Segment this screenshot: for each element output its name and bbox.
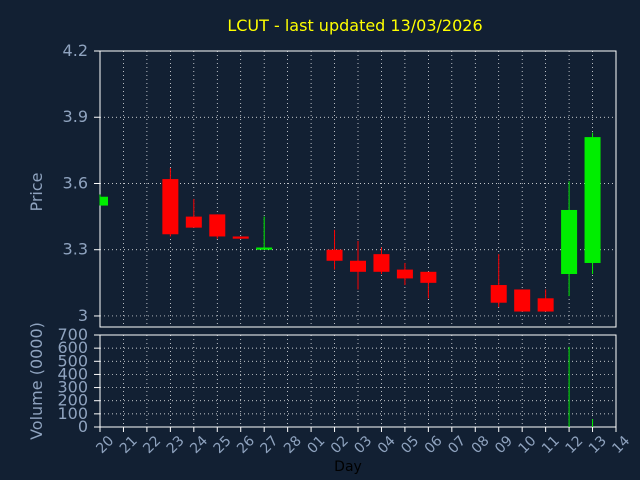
x-tick-label: 24 xyxy=(187,433,211,457)
x-tick-label: 08 xyxy=(469,433,493,457)
candle xyxy=(162,168,179,237)
x-tick-label: 09 xyxy=(492,433,516,457)
volume-bars xyxy=(568,346,594,427)
x-tick-label: 02 xyxy=(328,433,352,457)
x-tick-label: 04 xyxy=(375,433,399,457)
x-tick-label: 27 xyxy=(258,433,282,457)
volume-plot-border xyxy=(99,334,617,428)
price-tick-label: 3 xyxy=(78,306,88,325)
candle xyxy=(514,289,531,312)
x-tick-label: 26 xyxy=(234,433,258,457)
price-panel: 4.2 3.9 3.6 3.3 3 Price xyxy=(27,41,617,328)
candle-body xyxy=(256,247,273,250)
volume-tick-label: 300 xyxy=(57,378,88,397)
x-tick-label: 12 xyxy=(562,433,586,457)
volume-grid xyxy=(100,334,616,428)
candle xyxy=(420,271,437,299)
x-tick-label: 03 xyxy=(351,433,375,457)
candle xyxy=(350,240,366,290)
candle xyxy=(373,247,390,275)
candle-body xyxy=(100,196,108,206)
x-tick-label: 05 xyxy=(398,433,422,457)
candle-body xyxy=(373,254,390,272)
candle xyxy=(584,132,601,275)
x-tick-label: 13 xyxy=(586,433,610,457)
volume-axis-label: Volume (0000) xyxy=(27,322,46,440)
x-tick-label: 06 xyxy=(422,433,446,457)
price-tick-label: 3.9 xyxy=(63,107,88,126)
x-axis: 20 21 22 23 24 25 26 27 28 01 02 03 04 05 06 07 08 09 10 11… xyxy=(93,427,633,457)
x-tick-label: 01 xyxy=(304,433,328,457)
price-y-axis: 4.2 3.9 3.6 3.3 3 xyxy=(63,41,100,325)
volume-tick-label: 0 xyxy=(78,417,88,436)
candle xyxy=(326,229,343,270)
candle xyxy=(537,289,554,312)
candle-body xyxy=(185,216,202,228)
x-axis-label: Day xyxy=(334,459,362,475)
candle-body xyxy=(350,260,366,272)
x-tick-label: 10 xyxy=(516,433,540,457)
candle-body xyxy=(584,137,601,263)
x-tick-label: 25 xyxy=(211,433,235,457)
candle-body xyxy=(232,236,249,239)
x-tick-label: 21 xyxy=(117,433,141,457)
candle-body xyxy=(396,269,413,279)
x-tick-label: 07 xyxy=(445,433,469,457)
candle-body xyxy=(490,285,507,303)
price-tick-label: 3.3 xyxy=(63,240,88,259)
candle-body xyxy=(537,298,554,312)
candle-body xyxy=(326,249,343,261)
price-axis-label: Price xyxy=(27,172,46,211)
candle xyxy=(185,198,202,228)
candle-body xyxy=(561,209,578,275)
candle xyxy=(99,194,108,206)
chart-title: LCUT - last updated 13/03/2026 xyxy=(227,16,482,35)
candle-body xyxy=(209,214,226,237)
candle xyxy=(209,214,226,239)
x-tick-label: 23 xyxy=(164,433,188,457)
x-tick-label: 14 xyxy=(609,433,633,457)
x-tick-label: 11 xyxy=(539,433,563,457)
price-tick-label: 3.6 xyxy=(63,173,88,192)
volume-tick-label: 600 xyxy=(57,338,88,357)
candle-body xyxy=(162,179,179,235)
candle-body xyxy=(514,289,531,312)
price-tick-label: 4.2 xyxy=(63,41,88,60)
volume-tick-label: 500 xyxy=(57,351,88,370)
volume-tick-label: 200 xyxy=(57,391,88,410)
candle xyxy=(232,236,249,239)
candle xyxy=(256,216,273,250)
volume-tick-label: 700 xyxy=(57,325,88,344)
x-tick-label: 28 xyxy=(281,433,305,457)
candles xyxy=(99,132,601,312)
candle xyxy=(490,254,507,308)
candle xyxy=(396,262,413,286)
x-tick-label: 22 xyxy=(140,433,164,457)
volume-tick-label: 100 xyxy=(57,404,88,423)
candle-body xyxy=(420,271,437,283)
volume-tick-label: 400 xyxy=(57,364,88,383)
candle xyxy=(561,181,578,297)
x-tick-label: 20 xyxy=(93,433,117,457)
